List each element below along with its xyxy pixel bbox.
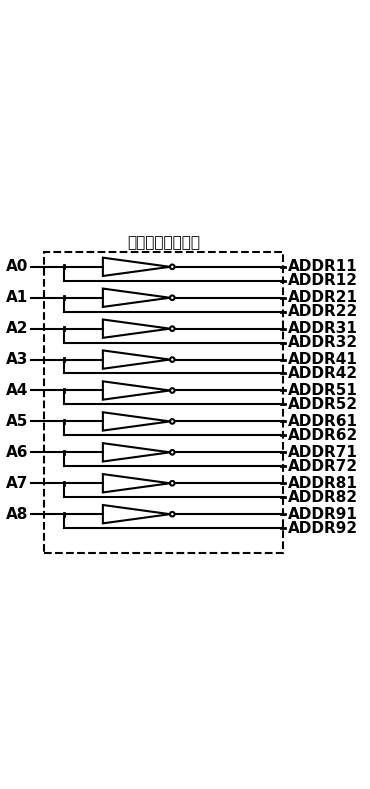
Text: ADDR22: ADDR22	[288, 304, 358, 320]
Text: A6: A6	[6, 445, 29, 460]
Text: ADDR12: ADDR12	[288, 273, 358, 288]
Text: A8: A8	[6, 507, 28, 522]
Text: A1: A1	[6, 290, 28, 305]
Text: ADDR21: ADDR21	[288, 290, 358, 305]
Text: A5: A5	[6, 414, 28, 429]
Text: ADDR61: ADDR61	[288, 414, 358, 429]
Text: A3: A3	[6, 352, 28, 367]
Text: ADDR51: ADDR51	[288, 383, 358, 398]
Text: ADDR72: ADDR72	[288, 458, 358, 473]
Text: ADDR31: ADDR31	[288, 321, 358, 336]
Text: ADDR91: ADDR91	[288, 507, 358, 522]
Text: ADDR92: ADDR92	[288, 521, 358, 536]
Text: ADDR71: ADDR71	[288, 445, 358, 460]
Text: ADDR41: ADDR41	[288, 352, 358, 367]
Text: ADDR52: ADDR52	[288, 397, 358, 412]
Text: 地址译码电路模块: 地址译码电路模块	[127, 235, 200, 250]
Text: ADDR62: ADDR62	[288, 428, 358, 443]
Text: ADDR32: ADDR32	[288, 335, 358, 350]
Text: A4: A4	[6, 383, 28, 398]
Text: ADDR82: ADDR82	[288, 490, 358, 505]
Text: A0: A0	[6, 260, 28, 275]
Text: ADDR11: ADDR11	[288, 260, 357, 275]
Text: A7: A7	[6, 476, 28, 491]
Text: A2: A2	[6, 321, 29, 336]
Text: ADDR42: ADDR42	[288, 366, 358, 381]
Text: ADDR81: ADDR81	[288, 476, 358, 491]
